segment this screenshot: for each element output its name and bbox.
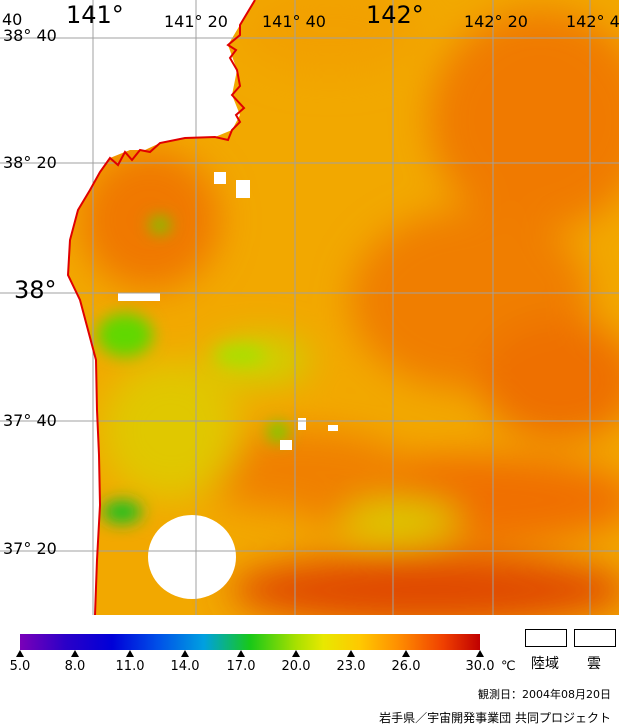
lat-label: 38° 40 — [3, 26, 57, 45]
colorbar-tick-label: 14.0 — [170, 659, 200, 674]
cloud-patch — [214, 172, 226, 184]
lat-label: 37° 20 — [3, 539, 57, 558]
colorbar-tick — [476, 650, 484, 657]
lon-label: 142° — [366, 1, 424, 29]
lat-label: 38° 20 — [3, 153, 57, 172]
lat-label: 37° 40 — [3, 411, 57, 430]
lat-lon-grid — [0, 0, 619, 615]
colorbar-tick — [181, 650, 189, 657]
sst-map-image — [0, 0, 619, 615]
colorbar-tick-label: 23.0 — [336, 659, 366, 674]
lon-label: 141° — [66, 1, 124, 29]
colorbar-tick — [237, 650, 245, 657]
lon-label: 142° 20 — [464, 12, 528, 31]
cloud-legend-label: 雲 — [587, 656, 601, 672]
cloud-patch — [118, 293, 160, 301]
credit-text: 岩手県／宇宙開発事業団 共同プロジェクト — [379, 711, 611, 725]
temperature-colorbar — [20, 634, 480, 650]
land-legend-swatch — [525, 629, 567, 647]
colorbar-tick — [71, 650, 79, 657]
land-legend-label: 陸域 — [531, 656, 559, 672]
colorbar-tick-label: 11.0 — [115, 659, 145, 674]
cloud-patch — [148, 515, 236, 599]
cloud-patch — [236, 180, 250, 198]
colorbar-tick — [16, 650, 24, 657]
colorbar-tick — [347, 650, 355, 657]
colorbar-tick — [292, 650, 300, 657]
colorbar-tick-label: 17.0 — [226, 659, 256, 674]
lon-label: 142° 4 — [566, 12, 619, 31]
lon-label: 141° 40 — [262, 12, 326, 31]
colorbar-tick-label: 30.0 — [465, 659, 495, 674]
lat-label: 38° — [14, 276, 57, 304]
legend: 5.0 8.0 11.0 14.0 17.0 20.0 23.0 26.0 30… — [0, 615, 619, 725]
cloud-patch — [280, 440, 292, 450]
lon-label: 141° 20 — [164, 12, 228, 31]
cloud-patch — [328, 425, 338, 431]
colorbar-tick-label: 8.0 — [64, 659, 86, 674]
sst-map: 40 141° 141° 20 141° 40 142° 142° 20 142… — [0, 0, 619, 615]
colorbar-tick-label: 5.0 — [9, 659, 31, 674]
temperature-unit-label: ℃ — [501, 659, 516, 674]
colorbar-tick — [402, 650, 410, 657]
colorbar-tick-label: 26.0 — [391, 659, 421, 674]
cloud-patch — [298, 418, 306, 430]
colorbar-tick — [126, 650, 134, 657]
lon-label: 40 — [2, 10, 23, 29]
colorbar-tick-label: 20.0 — [281, 659, 311, 674]
cloud-legend-swatch — [574, 629, 616, 647]
coastline — [66, 0, 256, 615]
observation-date: 観測日：2004年08月20日 — [478, 688, 611, 701]
